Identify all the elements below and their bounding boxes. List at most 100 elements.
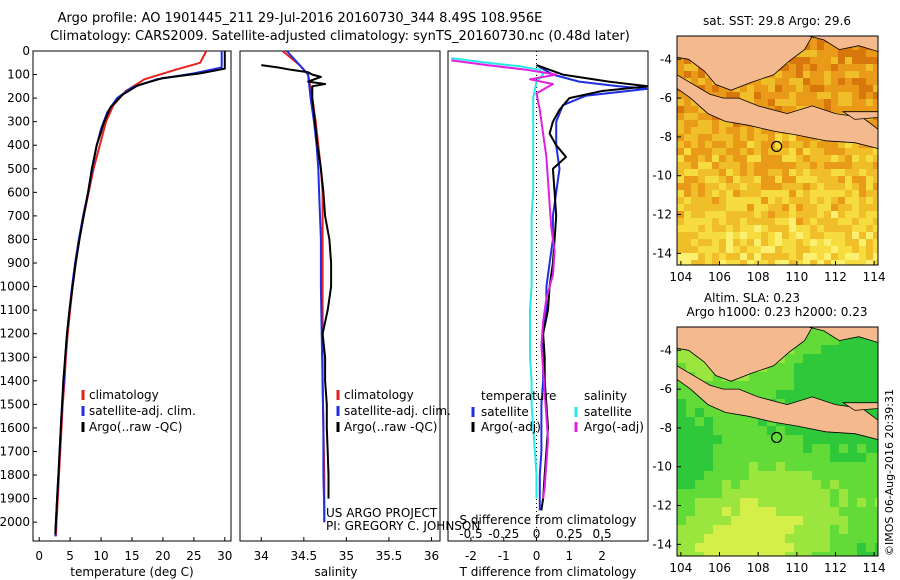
heatmap-cell [749,426,759,436]
heatmap-cell [733,253,741,261]
heatmap-cell [754,176,762,184]
heatmap-cell [758,543,768,553]
heatmap-cell [705,183,713,191]
series-t-argo-adj [536,64,648,511]
heatmap-cell [767,489,777,499]
heatmap-cell [740,218,748,226]
heatmap-cell [677,225,685,233]
series-argo-raw-qc [54,51,226,534]
legend-title-salinity: salinity [584,389,627,403]
heatmap-cell [677,543,687,553]
heatmap-cell [754,155,762,163]
heatmap-cell [859,99,867,107]
heatmap-cell [817,148,825,156]
heatmap-cell [776,462,786,472]
map-x-tick-label: 114 [863,270,886,284]
heatmap-cell [866,169,874,177]
heatmap-cell [775,92,783,100]
heatmap-cell [796,176,804,184]
heatmap-cell [731,525,741,535]
heatmap-cell [812,363,822,373]
heatmap-cell [875,480,878,490]
heatmap-cell [824,204,832,212]
heatmap-cell [713,426,723,436]
heatmap-cell [776,453,786,463]
heatmap-cell [761,225,769,233]
heatmap-cell [775,239,783,247]
heatmap-cell [803,239,811,247]
heatmap-cell [810,211,818,219]
heatmap-cell [831,211,839,219]
heatmap-cell [789,134,797,142]
heatmap-cell [794,498,804,508]
heatmap-cell [740,92,748,100]
heatmap-cell [761,78,769,86]
heatmap-cell [812,372,822,382]
heatmap-cell [686,471,696,481]
heatmap-cell [838,64,846,72]
heatmap-cell [726,120,734,128]
temperature-panel: 0100200300400500600700800900100011001200… [0,44,232,579]
heatmap-cell [817,155,825,163]
x-tick-label: -1 [498,549,510,563]
heatmap-cell [803,155,811,163]
heatmap-cell [691,246,699,254]
heatmap-cell [695,543,705,553]
heatmap-cell [712,239,720,247]
heatmap-cell [830,516,840,526]
heatmap-cell [789,99,797,107]
heatmap-cell [731,462,741,472]
heatmap-cell [775,218,783,226]
sst-argo-position-marker [771,140,783,153]
heatmap-cell [821,507,831,517]
map-x-tick-label: 112 [824,561,847,575]
heatmap-cell [852,148,860,156]
y-tick-label: 1000 [0,280,30,294]
heatmap-cell [740,435,750,445]
heatmap-cell [768,225,776,233]
heatmap-cell [857,525,867,535]
heatmap-cell [821,435,831,445]
heatmap-cell [695,444,705,454]
heatmap-cell [839,462,849,472]
heatmap-cell [713,498,723,508]
heatmap-cell [859,253,867,261]
heatmap-cell [859,50,867,58]
heatmap-cell [677,444,687,454]
heatmap-cell [767,471,777,481]
heatmap-cell [749,471,759,481]
heatmap-cell [713,471,723,481]
heatmap-cell [803,516,813,526]
heatmap-cell [726,92,734,100]
heatmap-cell [830,507,840,517]
heatmap-cell [817,85,825,93]
legend-title-temperature: temperature [481,389,556,403]
map-y-tick-label: -6 [660,382,672,396]
heatmap-cell [691,134,699,142]
sla-map-frame [676,326,879,557]
heatmap-cell [830,498,840,508]
heatmap-cell [803,92,811,100]
heatmap-cell [866,239,874,247]
heatmap-cell [733,260,741,265]
heatmap-cell [824,57,832,65]
heatmap-cell [722,543,732,553]
heatmap-cell [812,462,822,472]
heatmap-cell [705,218,713,226]
heatmap-cell [726,141,734,149]
heatmap-cell [731,480,741,490]
heatmap-cell [873,71,878,79]
heatmap-cell [845,92,853,100]
heatmap-cell [817,141,825,149]
heatmap-cell [704,435,714,445]
heatmap-cell [817,225,825,233]
heatmap-cell [857,480,867,490]
heatmap-cell [704,480,714,490]
heatmap-cell [705,155,713,163]
heatmap-cell [859,85,867,93]
heatmap-cell [733,239,741,247]
heatmap-cell [838,85,846,93]
heatmap-cell [824,43,832,51]
heatmap-cell [859,92,867,100]
heatmap-cell [875,354,878,364]
